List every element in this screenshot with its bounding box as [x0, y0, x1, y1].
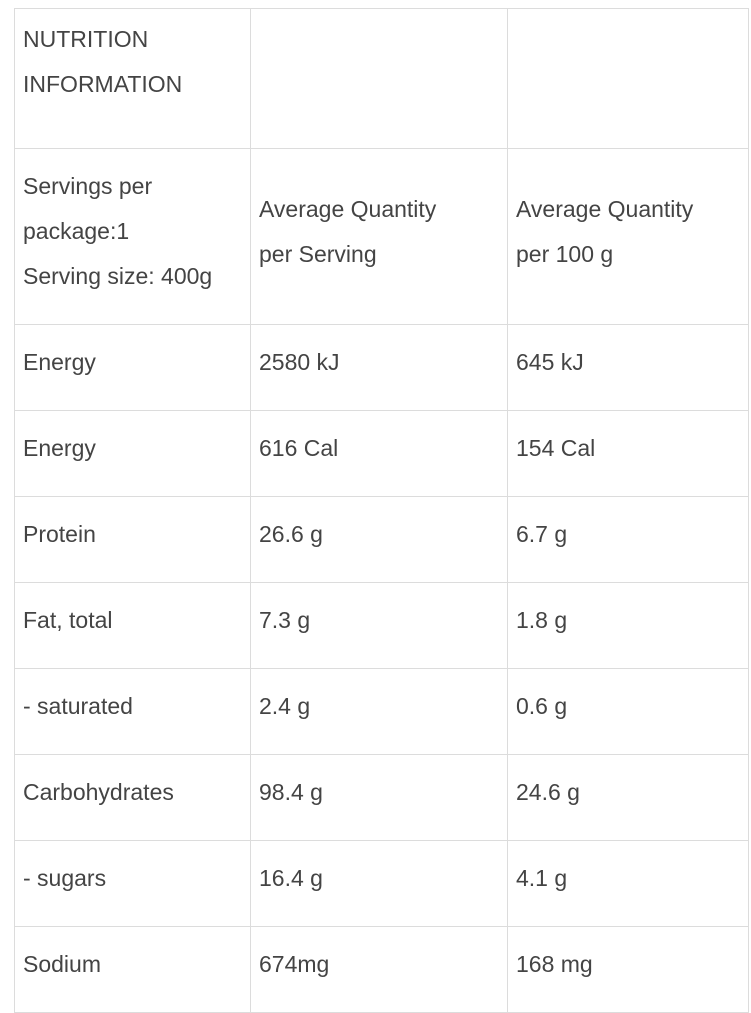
- table-cell: 2.4 g: [250, 668, 508, 755]
- table-cell: 168 mg: [507, 926, 749, 1013]
- cell-line: Average Quantity: [259, 195, 437, 222]
- cell-line: Servings per: [23, 173, 153, 199]
- table-row: - saturated 2.4 g 0.6 g: [14, 668, 749, 755]
- table-row: NUTRITION INFORMATION: [14, 8, 749, 149]
- table-cell: 24.6 g: [507, 754, 749, 841]
- table-row: Protein 26.6 g 6.7 g: [14, 496, 749, 583]
- cell-line: per 100 g: [516, 240, 614, 267]
- table-row: Servings per package:1 Serving size: 400g A…: [14, 148, 749, 325]
- table-cell: Sodium: [14, 926, 251, 1013]
- table-cell: 616 Cal: [250, 410, 508, 497]
- table-cell: Protein: [14, 496, 251, 583]
- table-cell: 1.8 g: [507, 582, 749, 669]
- table-cell: 26.6 g: [250, 496, 508, 583]
- table-cell: 98.4 g: [250, 754, 508, 841]
- table-cell: Servings per package:1 Serving size: 400g: [14, 148, 251, 325]
- table-row: - sugars 16.4 g 4.1 g: [14, 840, 749, 927]
- table-cell: Average Quantity per Serving: [250, 148, 508, 325]
- table-cell: 2580 kJ: [250, 324, 508, 411]
- table-cell: 4.1 g: [507, 840, 749, 927]
- table-cell: - sugars: [14, 840, 251, 927]
- table-cell: 154 Cal: [507, 410, 749, 497]
- table-row: Energy 2580 kJ 645 kJ: [14, 324, 749, 411]
- table-cell: Average Quantity per 100 g: [507, 148, 749, 325]
- table-cell: 674mg: [250, 926, 508, 1013]
- nutrition-table: NUTRITION INFORMATION Servings per package:…: [14, 8, 749, 1013]
- table-cell: 7.3 g: [250, 582, 508, 669]
- cell-line: Serving size: 400g: [23, 263, 213, 289]
- table-cell: NUTRITION INFORMATION: [14, 8, 251, 149]
- table-cell: 645 kJ: [507, 324, 749, 411]
- table-cell: [250, 8, 508, 149]
- table-row: Energy 616 Cal 154 Cal: [14, 410, 749, 497]
- table-cell: 16.4 g: [250, 840, 508, 927]
- table-cell: [507, 8, 749, 149]
- table-row: Sodium 674mg 168 mg: [14, 926, 749, 1013]
- cell-line: INFORMATION: [23, 71, 183, 97]
- table-cell: - saturated: [14, 668, 251, 755]
- cell-line: per Serving: [259, 240, 377, 267]
- cell-line: package:1: [23, 218, 130, 244]
- table-cell: 0.6 g: [507, 668, 749, 755]
- cell-line: Average Quantity: [516, 195, 694, 222]
- table-cell: Energy: [14, 324, 251, 411]
- table-cell: 6.7 g: [507, 496, 749, 583]
- cell-line: NUTRITION: [23, 26, 149, 52]
- table-row: Carbohydrates 98.4 g 24.6 g: [14, 754, 749, 841]
- table-cell: Energy: [14, 410, 251, 497]
- table-cell: Fat, total: [14, 582, 251, 669]
- table-cell: Carbohydrates: [14, 754, 251, 841]
- table-row: Fat, total 7.3 g 1.8 g: [14, 582, 749, 669]
